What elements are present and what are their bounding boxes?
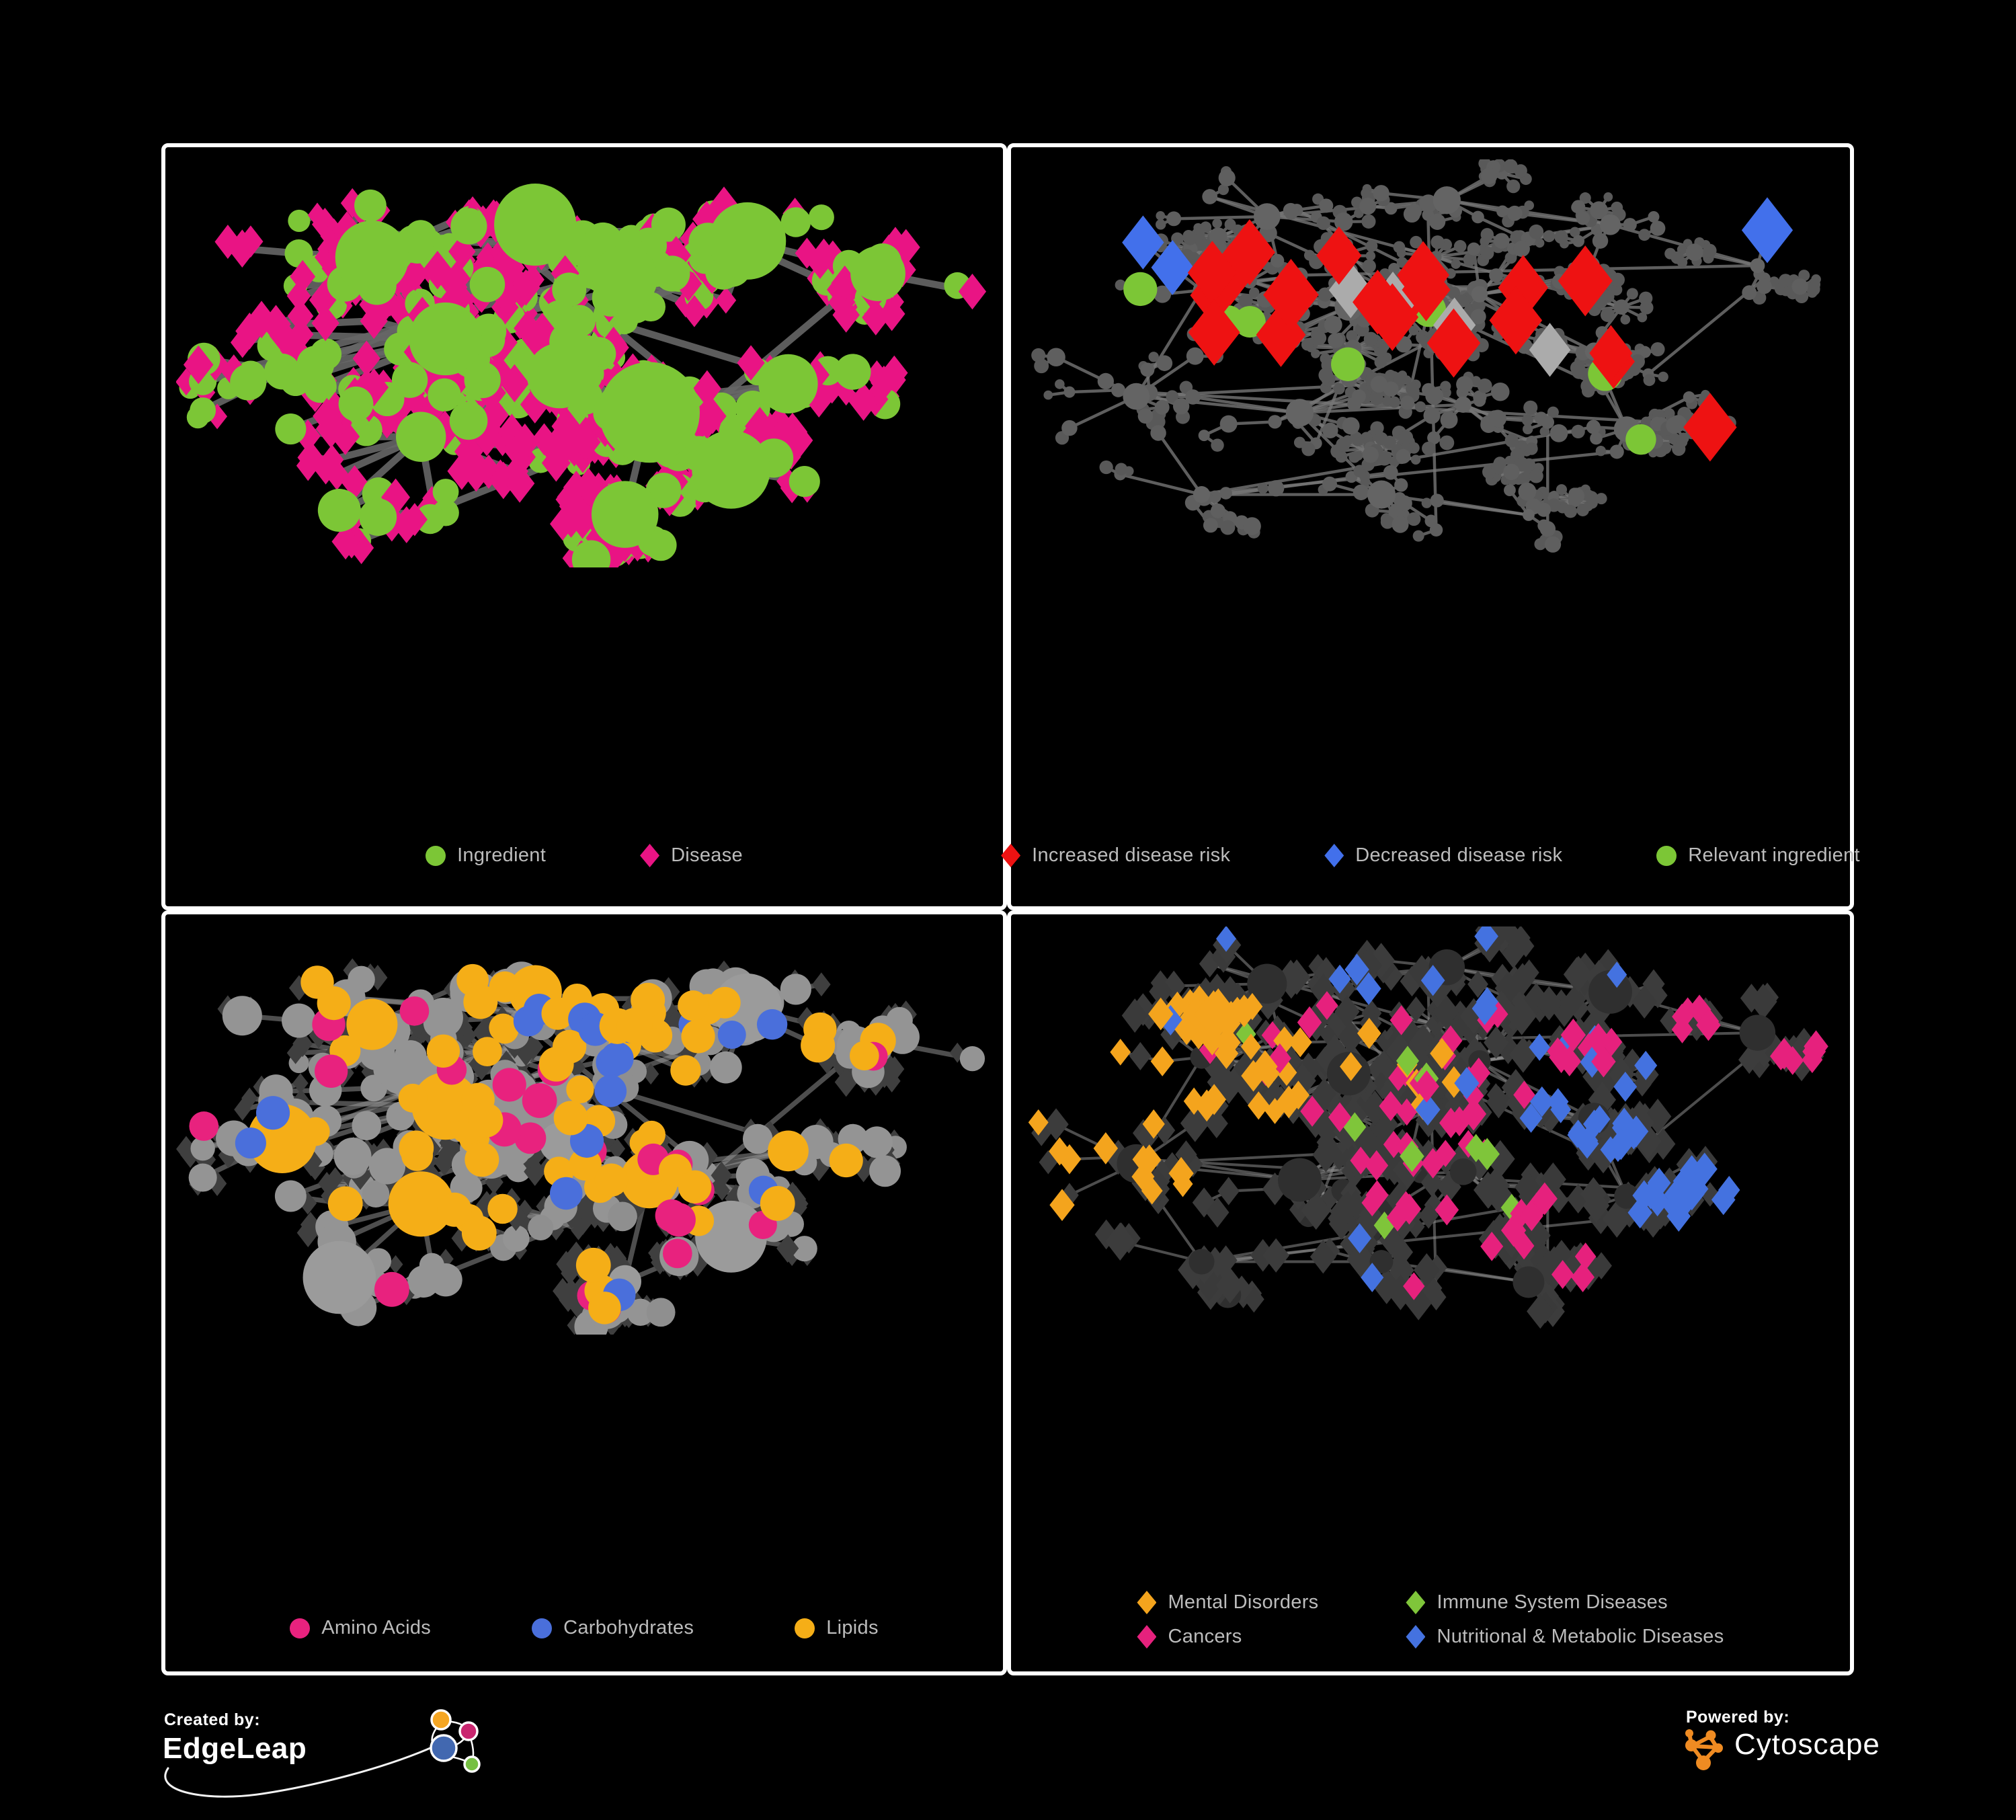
legend-item: Relevant ingredient <box>1656 844 1860 867</box>
edgeleap-name: EdgeLeap <box>163 1732 307 1765</box>
cytoscape-branding: Powered by: Cytoscape <box>1682 1708 1991 1802</box>
decreased-risk-diamond-icon <box>1324 844 1344 867</box>
panel-ingredient-disease: Ingredient Disease <box>161 143 1007 910</box>
legend-label: Immune System Diseases <box>1437 1591 1668 1613</box>
legend-label: Increased disease risk <box>1032 844 1231 866</box>
legend-label: Decreased disease risk <box>1355 844 1563 866</box>
mental-disorders-diamond-icon <box>1137 1591 1157 1614</box>
amino-acids-circle-icon <box>290 1618 311 1638</box>
cancers-diamond-icon <box>1137 1625 1157 1649</box>
lipids-circle-icon <box>795 1618 815 1638</box>
legend-item: Nutritional & Metabolic Diseases <box>1406 1625 1724 1649</box>
ingredient-circle-icon <box>426 845 446 866</box>
cytoscape-logo-icon <box>1685 1729 1723 1770</box>
legend-label: Carbohydrates <box>563 1617 694 1638</box>
network-nutrient-classes <box>176 958 985 1335</box>
legend-item: Mental Disorders <box>1137 1591 1318 1614</box>
panel-nutrient-classes: Amino Acids Carbohydrates Lipids <box>161 910 1007 1675</box>
legend-label: Mental Disorders <box>1168 1591 1319 1613</box>
powered-by-label: Powered by: <box>1686 1708 1790 1727</box>
network-disease-classes <box>1028 926 1828 1329</box>
legend-nutrient-classes: Amino Acids Carbohydrates Lipids <box>165 1617 1003 1639</box>
created-by-label: Created by: <box>164 1710 261 1729</box>
network-disease-risk <box>1031 159 1821 553</box>
legend-item: Cancers <box>1137 1625 1318 1649</box>
legend-item: Ingredient <box>426 844 546 867</box>
edgeleap-branding: Created by: EdgeLeap <box>161 1706 511 1814</box>
legend-item: Immune System Diseases <box>1406 1591 1724 1614</box>
legend-ingredient-disease: Ingredient Disease <box>165 844 1003 867</box>
legend-item: Amino Acids <box>290 1617 431 1639</box>
legend-label: Ingredient <box>457 844 547 866</box>
legend-item: Carbohydrates <box>532 1617 694 1639</box>
nutritional-metabolic-diamond-icon <box>1406 1625 1426 1649</box>
legend-item: Lipids <box>795 1617 879 1639</box>
carbohydrates-circle-icon <box>532 1618 553 1638</box>
panel-disease-classes: Mental Disorders Immune System Diseases … <box>1007 910 1854 1675</box>
legend-item: Disease <box>640 844 743 867</box>
panel-disease-risk: Increased disease risk Decreased disease… <box>1001 143 1860 910</box>
legend-label: Relevant ingredient <box>1688 844 1860 866</box>
legend-label: Nutritional & Metabolic Diseases <box>1437 1626 1724 1647</box>
legend-label: Cancers <box>1168 1626 1242 1647</box>
relevant-ingredient-circle-icon <box>1656 845 1677 866</box>
legend-label: Disease <box>671 844 743 866</box>
legend-label: Amino Acids <box>321 1617 432 1638</box>
increased-risk-diamond-icon <box>1001 844 1021 867</box>
network-ingredient-disease <box>176 184 987 567</box>
immune-diseases-diamond-icon <box>1406 1591 1426 1614</box>
legend-item: Decreased disease risk <box>1324 844 1562 867</box>
legend-disease-classes: Mental Disorders Immune System Diseases … <box>1011 1591 1850 1649</box>
edgeleap-logo-icon <box>164 1709 481 1798</box>
legend-item: Increased disease risk <box>1001 844 1230 867</box>
legend-label: Lipids <box>826 1617 879 1638</box>
cytoscape-name: Cytoscape <box>1734 1728 1880 1761</box>
disease-diamond-icon <box>640 844 660 867</box>
legend-disease-risk: Increased disease risk Decreased disease… <box>1001 844 1860 867</box>
